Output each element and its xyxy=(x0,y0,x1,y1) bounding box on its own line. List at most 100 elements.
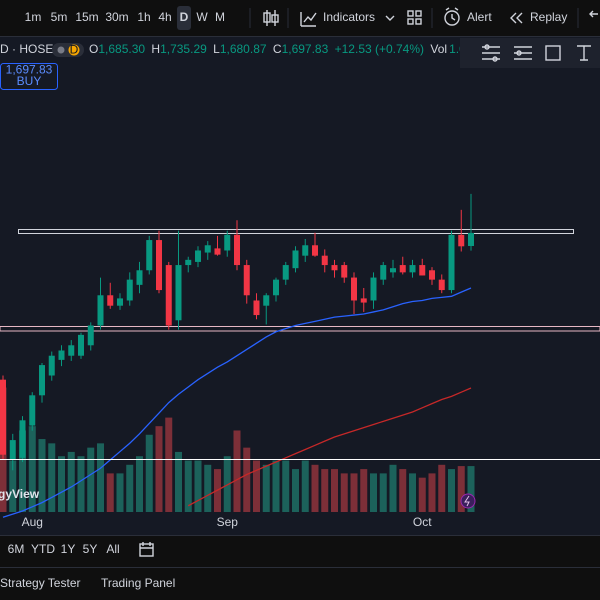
replay-button[interactable]: Replay xyxy=(530,10,567,24)
interval-button[interactable]: 5m xyxy=(51,10,68,24)
alert-button[interactable]: Alert xyxy=(467,10,492,24)
tool-icons[interactable] xyxy=(482,44,591,62)
candle-body xyxy=(29,395,36,426)
ohlc-legend: O1,685.30 H1,735.29 L1,680.87 C1,697.83 … xyxy=(89,42,484,56)
label: L xyxy=(213,42,220,56)
candle-body xyxy=(234,234,240,266)
order-side: BUY xyxy=(17,74,42,88)
value: 1,697.83 xyxy=(282,42,329,56)
interval-button[interactable]: D xyxy=(180,10,189,24)
interval-button[interactable]: 15m xyxy=(75,10,98,24)
candle-body xyxy=(146,240,153,271)
volume-bar xyxy=(311,464,319,512)
volume-bar xyxy=(184,460,192,512)
lightning-icon[interactable] xyxy=(460,493,476,509)
order-chip[interactable] xyxy=(0,63,58,90)
undo-icon[interactable] xyxy=(589,10,598,18)
volume-bar xyxy=(204,464,212,512)
active-interval-bg xyxy=(177,6,191,30)
range-button[interactable]: 5Y xyxy=(83,542,98,556)
volume-bar xyxy=(116,473,124,512)
range-button[interactable]: YTD xyxy=(31,542,55,556)
x-tick-label: Aug xyxy=(22,515,43,529)
range-button[interactable]: All xyxy=(106,542,119,556)
candle-body xyxy=(126,279,133,301)
candle-body xyxy=(292,250,299,269)
candle-body xyxy=(399,265,406,273)
volume-bar xyxy=(126,464,134,512)
candle-body xyxy=(39,365,45,396)
tab[interactable]: Strategy Tester xyxy=(0,576,80,590)
candle-body xyxy=(448,234,455,291)
interval-button[interactable]: M xyxy=(215,10,225,24)
replay-icon[interactable] xyxy=(510,12,523,24)
volume-bar xyxy=(350,473,358,512)
candle-body xyxy=(9,440,16,460)
interval-button[interactable]: 1h xyxy=(137,10,150,24)
bottom-tabs: Strategy Tester Trading Panel xyxy=(0,576,175,590)
date-range-icon[interactable] xyxy=(139,542,154,557)
candle-body xyxy=(370,277,377,301)
candle-body xyxy=(175,265,182,321)
volume-bar xyxy=(38,439,46,512)
volume-bar xyxy=(58,456,65,512)
candle-body xyxy=(156,240,162,291)
label: C xyxy=(273,42,282,56)
volume-bar xyxy=(223,456,231,512)
range-button[interactable]: 1Y xyxy=(61,542,76,556)
range-button[interactable]: 6M xyxy=(8,542,25,556)
interval-button[interactable]: W xyxy=(196,10,208,24)
candle-body xyxy=(58,350,65,360)
candle-body xyxy=(78,334,84,356)
interval-button[interactable]: 4h xyxy=(158,10,171,24)
volume-bar xyxy=(28,426,36,512)
x-tick-label: Sep xyxy=(217,515,239,529)
volume-bar xyxy=(457,466,465,512)
volume-bar xyxy=(448,469,455,512)
label: O xyxy=(89,42,98,56)
indicators-icon[interactable] xyxy=(300,12,317,27)
candle-body xyxy=(380,265,387,280)
value: 1,735.29 xyxy=(160,42,207,56)
interval-button[interactable]: 30m xyxy=(105,10,128,24)
alert-icon[interactable] xyxy=(444,7,460,26)
resistance-zone xyxy=(18,229,574,234)
order-price: 1,697.83 xyxy=(6,63,53,77)
candle-body xyxy=(429,270,435,280)
layout-icon[interactable] xyxy=(407,10,422,25)
value: 1,680.87 xyxy=(220,42,267,56)
candle-body xyxy=(331,265,338,271)
range-bar: 6M YTD 1Y 5Y All xyxy=(8,542,120,556)
volume-bar xyxy=(262,464,270,512)
volume-bar xyxy=(399,469,407,512)
volume-bar xyxy=(87,447,95,512)
plot xyxy=(0,193,475,518)
volume-bar xyxy=(194,460,202,512)
candle-body xyxy=(390,268,396,273)
interval-button[interactable]: 1m xyxy=(25,10,42,24)
candle-body xyxy=(341,265,348,278)
indicators-button[interactable]: Indicators xyxy=(323,10,375,24)
candle-body xyxy=(302,245,309,256)
volume-bar xyxy=(301,460,309,512)
chevron[interactable] xyxy=(385,15,395,21)
candle-body xyxy=(273,279,279,296)
x-tick-label: Oct xyxy=(413,515,432,529)
candle-body xyxy=(107,295,114,306)
volume-bar xyxy=(340,473,348,512)
x-axis: Aug Sep Oct xyxy=(22,515,433,529)
volume-bar xyxy=(233,430,241,512)
volume-bar xyxy=(243,447,251,512)
candle-body xyxy=(243,265,250,296)
badge: D xyxy=(70,43,79,57)
volume-bar xyxy=(97,443,104,512)
badge-dot xyxy=(68,44,80,56)
candle-icon[interactable] xyxy=(263,10,279,26)
candle-body xyxy=(97,295,104,326)
volume-bar xyxy=(428,473,436,512)
volume-bar xyxy=(379,473,387,512)
volume-bar xyxy=(145,434,153,512)
volume-bar xyxy=(106,473,114,512)
tab[interactable]: Trading Panel xyxy=(101,576,175,590)
candle-body xyxy=(282,265,289,280)
